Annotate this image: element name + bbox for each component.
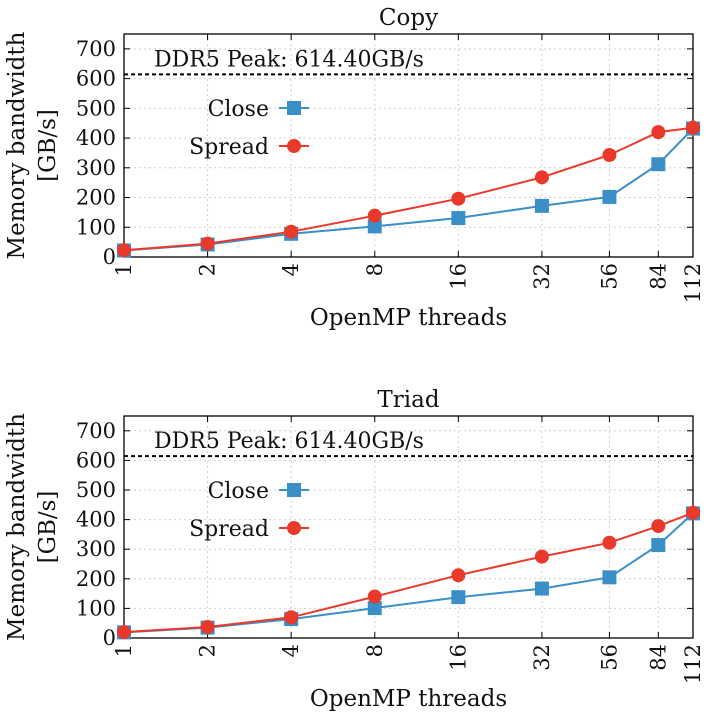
chart2-ytick-label: 400 bbox=[76, 508, 116, 532]
chart1-xtick-label: 56 bbox=[597, 263, 621, 290]
chart2-spread-point bbox=[117, 625, 131, 640]
chart2-xtick-label: 56 bbox=[597, 644, 621, 671]
chart2-y-axis-label: Memory bandwidth bbox=[4, 413, 30, 641]
chart1-spread-point bbox=[602, 148, 617, 163]
chart1-close-point bbox=[602, 189, 617, 204]
chart1-ytick-label: 200 bbox=[76, 186, 116, 210]
chart2-spread-point bbox=[651, 519, 666, 534]
chart2-xtick-label: 84 bbox=[646, 644, 670, 671]
chart2-xtick-label: 8 bbox=[363, 644, 387, 657]
chart1-spread-point bbox=[200, 236, 215, 251]
chart2-close-legend-marker bbox=[287, 483, 301, 497]
chart1-ytick-label: 300 bbox=[76, 156, 116, 180]
chart1-spread-point bbox=[451, 191, 466, 206]
chart1-xtick-label: 112 bbox=[681, 263, 705, 303]
chart2-spread-point bbox=[602, 535, 617, 550]
chart1-ytick-label: 700 bbox=[76, 37, 116, 61]
chart1-spread-point bbox=[534, 170, 549, 185]
chart2-spread-point bbox=[200, 620, 215, 635]
chart2-x-axis-label: OpenMP threads bbox=[310, 686, 507, 712]
chart1-peak-label: DDR5 Peak: 614.40GB/s bbox=[154, 47, 424, 72]
chart1-x-axis-label: OpenMP threads bbox=[310, 305, 507, 331]
chart1-xtick-label: 32 bbox=[530, 263, 554, 290]
chart1-ytick-label: 500 bbox=[76, 96, 116, 120]
chart1-xtick-label: 1 bbox=[112, 263, 136, 276]
chart2-ytick-label: 0 bbox=[103, 626, 116, 650]
chart2-ytick-label: 300 bbox=[76, 537, 116, 561]
chart1-close-legend-label: Close bbox=[208, 97, 269, 122]
chart2-xtick-label: 2 bbox=[196, 644, 220, 657]
chart2-plot-frame bbox=[123, 415, 694, 639]
chart1-xtick-label: 8 bbox=[363, 263, 387, 276]
chart2-y-axis-unit: [GB/s] bbox=[35, 491, 61, 564]
chart2-close-point bbox=[534, 581, 549, 596]
chart1-y-axis-unit: [GB/s] bbox=[35, 109, 61, 182]
chart1-spread-point bbox=[284, 224, 299, 239]
chart2-xtick-label: 4 bbox=[279, 644, 303, 657]
chart2-spread-point bbox=[451, 568, 466, 583]
chart2-ytick-label: 200 bbox=[76, 567, 116, 591]
chart2-ytick-label: 600 bbox=[76, 448, 116, 472]
chart2-spread-legend-marker bbox=[287, 521, 301, 535]
chart2-spread-point bbox=[686, 505, 700, 520]
chart2-ytick-label: 500 bbox=[76, 478, 116, 502]
chart1-spread-legend-marker bbox=[287, 139, 301, 153]
chart1-ytick-label: 400 bbox=[76, 126, 116, 150]
chart2-xtick-label: 16 bbox=[446, 644, 470, 671]
chart1-close-point bbox=[534, 198, 549, 213]
chart1-xtick-label: 4 bbox=[279, 263, 303, 276]
chart2-xtick-label: 112 bbox=[681, 644, 705, 684]
chart2-xtick-label: 32 bbox=[530, 644, 554, 671]
chart1-xtick-label: 2 bbox=[196, 263, 220, 276]
chart1-spread-point bbox=[117, 243, 131, 258]
chart1-xtick-label: 16 bbox=[446, 263, 470, 290]
chart1-spread-legend-label: Spread bbox=[189, 135, 269, 160]
chart1-ytick-label: 0 bbox=[103, 245, 116, 269]
chart2-spread-point bbox=[284, 610, 299, 625]
chart2-title: Triad bbox=[377, 387, 439, 413]
chart1-close-point bbox=[367, 219, 382, 234]
chart2-spread-point bbox=[367, 589, 382, 604]
chart2-close-point bbox=[602, 570, 617, 585]
chart1-ytick-label: 100 bbox=[76, 215, 116, 239]
chart1-spread-point bbox=[651, 125, 666, 140]
chart2-spread-point bbox=[534, 549, 549, 564]
chart2-ytick-label: 700 bbox=[76, 419, 116, 443]
chart1-xtick-label: 84 bbox=[646, 263, 670, 290]
chart2-peak-label: DDR5 Peak: 614.40GB/s bbox=[154, 429, 424, 454]
chart2-close-point bbox=[451, 590, 466, 605]
chart1-y-axis-label: Memory bandwidth bbox=[4, 31, 30, 259]
chart1-plot-frame bbox=[123, 33, 694, 258]
chart1-close-legend-marker bbox=[287, 101, 301, 115]
chart2-close-legend-label: Close bbox=[208, 479, 269, 504]
chart2-close-point bbox=[367, 601, 382, 616]
chart2-xtick-label: 1 bbox=[112, 644, 136, 657]
chart2-ytick-label: 100 bbox=[76, 596, 116, 620]
chart2-spread-legend-label: Spread bbox=[189, 517, 269, 542]
chart1-close-point bbox=[651, 157, 666, 172]
chart1-spread-point bbox=[686, 120, 700, 135]
chart1-title: Copy bbox=[379, 5, 438, 31]
chart1-spread-point bbox=[367, 208, 382, 223]
chart1-ytick-label: 600 bbox=[76, 67, 116, 91]
chart1-close-point bbox=[451, 211, 466, 226]
chart2-close-point bbox=[651, 538, 666, 553]
